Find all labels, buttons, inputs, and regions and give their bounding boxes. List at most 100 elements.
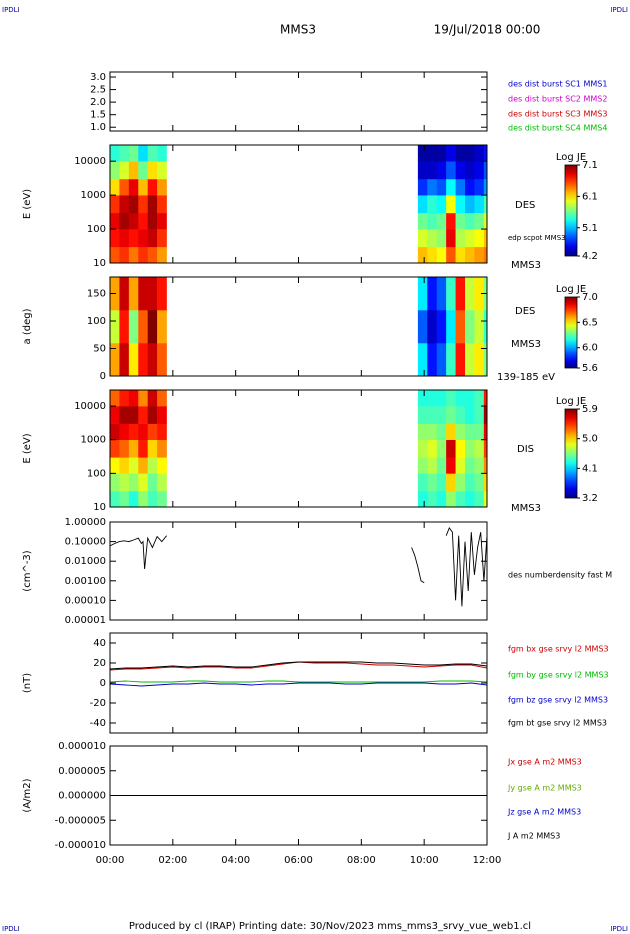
heatmap-cell	[110, 406, 120, 424]
heatmap-cell	[465, 390, 475, 407]
heatmap-cell	[147, 161, 158, 180]
heatmap-cell	[138, 473, 148, 492]
annotation: DIS	[517, 444, 534, 455]
heatmap-cell	[483, 212, 487, 230]
y-tick-label: 0.000000	[58, 791, 106, 802]
y-tick-label: 100	[87, 316, 106, 327]
heatmap-cell	[436, 246, 447, 263]
heatmap-cell	[427, 178, 438, 196]
colorbar-tick-label: 5.9	[582, 404, 598, 415]
heatmap-cell	[147, 195, 158, 214]
heatmap-cell	[465, 212, 475, 230]
heatmap-cell	[119, 161, 130, 180]
heatmap-cell	[465, 423, 475, 441]
heatmap-cell	[119, 229, 130, 248]
heatmap-cell	[157, 212, 167, 230]
heatmap-cell	[147, 212, 158, 230]
heatmap-cell	[465, 473, 475, 492]
heatmap-cell	[119, 277, 130, 311]
heatmap-cell	[465, 195, 475, 214]
colorbar-tick-label: 7.1	[582, 160, 598, 171]
heatmap-cell	[474, 423, 485, 441]
heatmap-cell	[436, 195, 447, 214]
heatmap-cell	[446, 229, 456, 248]
heatmap-cell	[128, 277, 139, 311]
heatmap-cell	[455, 310, 466, 344]
heatmap-cell	[128, 390, 139, 407]
heatmap-cell	[465, 439, 475, 458]
heatmap-cell	[455, 178, 466, 196]
heatmap-cell	[119, 310, 130, 344]
heatmap-cell	[110, 212, 120, 230]
heatmap-cell	[417, 212, 428, 230]
heatmap-cell	[446, 406, 456, 424]
heatmap-cell	[427, 390, 438, 407]
heatmap-cell	[119, 439, 130, 458]
heatmap-cell	[446, 145, 456, 162]
heatmap-cell	[417, 246, 428, 263]
heatmap-cell	[417, 423, 428, 441]
heatmap-cell	[128, 178, 139, 196]
heatmap-cell	[157, 145, 167, 162]
heatmap-cell	[436, 178, 447, 196]
heatmap-cell	[128, 229, 139, 248]
heatmap-cell	[474, 195, 485, 214]
heatmap-cell	[455, 212, 466, 230]
heatmap-cell	[417, 343, 428, 376]
heatmap-cell	[119, 246, 130, 263]
heatmap-cell	[119, 145, 130, 162]
heatmap-cell	[427, 212, 438, 230]
heatmap-cell	[110, 178, 120, 196]
heatmap-cell	[417, 145, 428, 162]
heatmap-cell	[417, 195, 428, 214]
heatmap-cell	[157, 277, 167, 311]
heatmap-cell	[110, 439, 120, 458]
y-axis-label: a (deg)	[22, 308, 33, 344]
heatmap-cell	[138, 178, 148, 196]
legend-entry: fgm bt gse srvy l2 MMS3	[508, 719, 607, 728]
heatmap-cell	[119, 423, 130, 441]
heatmap-cell	[147, 246, 158, 263]
y-tick-label: 0.00001	[65, 615, 106, 626]
heatmap-cell	[436, 473, 447, 492]
x-tick-label: 08:00	[347, 855, 376, 866]
heatmap-cell	[427, 277, 438, 311]
y-tick-label: -20	[90, 698, 106, 709]
heatmap-cell	[147, 490, 158, 507]
colorbar-tick-label: 6.0	[582, 343, 598, 354]
heatmap-cell	[483, 423, 487, 441]
series-line	[110, 682, 487, 687]
y-tick-label: 40	[93, 638, 106, 649]
annotation: DES	[515, 306, 535, 317]
heatmap-cell	[427, 423, 438, 441]
heatmap-cell	[138, 195, 148, 214]
heatmap-cell	[138, 406, 148, 424]
y-tick-label: 1000	[81, 435, 106, 446]
heatmap-cell	[138, 229, 148, 248]
page-date: 19/Jul/2018 00:00	[434, 23, 541, 37]
heatmap-cell	[446, 473, 456, 492]
x-tick-label: 02:00	[158, 855, 187, 866]
annotation: DES	[515, 200, 535, 211]
heatmap-cell	[455, 145, 466, 162]
heatmap-cell	[455, 473, 466, 492]
heatmap-cell	[157, 343, 167, 376]
heatmap-cell	[465, 277, 475, 311]
heatmap-cell	[474, 229, 485, 248]
y-axis-label: (nT)	[22, 673, 33, 693]
y-tick-label: 10000	[74, 156, 106, 167]
heatmap-cell	[455, 195, 466, 214]
heatmap-cell	[483, 473, 487, 492]
heatmap-cell	[417, 178, 428, 196]
heatmap-cell	[147, 277, 158, 311]
heatmap-cell	[138, 161, 148, 180]
y-tick-label: 0.000005	[58, 766, 106, 777]
legend-entry: Jy gse A m2 MMS3	[507, 784, 582, 793]
heatmap-cell	[455, 439, 466, 458]
colorbar-title: Log JE	[556, 152, 586, 163]
heatmap-cell	[483, 406, 487, 424]
heatmap-cell	[483, 310, 487, 344]
heatmap-cell	[427, 145, 438, 162]
heatmap-cell	[427, 195, 438, 214]
